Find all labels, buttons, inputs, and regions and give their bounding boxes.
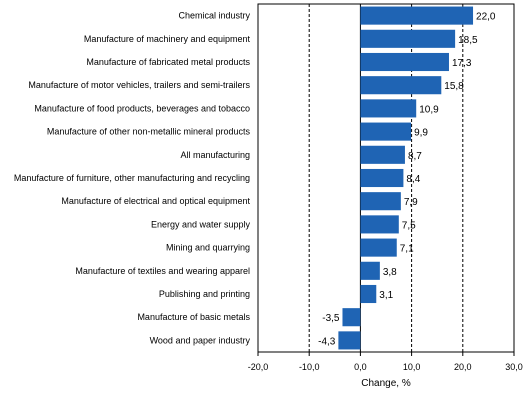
x-tick-labels: -20,0 -10,0 0,0 10,0 20,0 30,0	[248, 362, 523, 372]
category-label: Manufacture of other non-metallic minera…	[47, 127, 251, 137]
x-tick-label: 20,0	[454, 362, 472, 372]
category-label: Chemical industry	[178, 11, 250, 21]
category-label: Manufacture of machinery and equipment	[84, 34, 251, 44]
value-label: 22,0	[476, 12, 496, 23]
bar	[360, 52, 449, 72]
bars	[338, 6, 474, 350]
category-label: Manufacture of food products, beverages …	[34, 103, 250, 113]
bar	[360, 122, 412, 141]
bar	[360, 238, 397, 257]
bar	[360, 6, 474, 25]
category-label: Manufacture of furniture, other manufact…	[14, 173, 250, 183]
value-label: 7,9	[404, 197, 418, 208]
value-label: 15,8	[444, 81, 464, 92]
category-label: Manufacture of motor vehicles, trailers …	[28, 80, 250, 90]
value-label: 7,1	[400, 244, 414, 255]
bar	[360, 168, 404, 188]
value-label: 18,5	[458, 35, 478, 46]
plot-frame	[257, 3, 515, 353]
x-axis-title: Change, %	[361, 378, 411, 389]
bar	[360, 145, 405, 164]
x-tick-label: 0,0	[354, 362, 367, 372]
category-label: Manufacture of fabricated metal products	[86, 57, 250, 67]
bar	[360, 29, 456, 48]
bar	[360, 284, 377, 304]
category-label: All manufacturing	[180, 150, 250, 160]
value-label: -3,5	[322, 313, 340, 324]
bar	[342, 308, 361, 327]
category-label: Energy and water supply	[151, 219, 251, 229]
category-label: Wood and paper industry	[150, 335, 251, 345]
value-label: 8,7	[408, 151, 422, 162]
category-label: Manufacture of basic metals	[137, 312, 250, 322]
value-label: 10,9	[419, 104, 439, 115]
bar	[360, 76, 442, 95]
value-labels: 22,0 18,5 17,3 15,8 10,9 9,9 8,7 8,4 7,9 7,5 7,1 3,…	[318, 12, 496, 348]
value-label: 17,3	[452, 58, 472, 69]
value-label: -4,3	[318, 336, 336, 347]
value-label: 9,9	[414, 128, 428, 139]
category-labels: Chemical industry Manufacture of machiner…	[14, 11, 251, 346]
category-label: Mining and quarrying	[166, 243, 250, 253]
x-tick-label: -10,0	[299, 362, 320, 372]
x-tick-label: -20,0	[248, 362, 269, 372]
value-label: 3,8	[383, 267, 397, 278]
category-label: Manufacture of textiles and wearing appa…	[75, 266, 250, 276]
value-label: 8,4	[406, 174, 420, 185]
x-tick-label: 30,0	[505, 362, 523, 372]
bar	[360, 215, 399, 234]
bar	[338, 331, 361, 350]
bar	[360, 192, 401, 211]
x-tick-label: 10,0	[403, 362, 421, 372]
bar	[360, 99, 417, 118]
category-label: Manufacture of electrical and optical eq…	[61, 196, 250, 206]
bar	[360, 261, 380, 280]
value-label: 7,5	[402, 220, 416, 231]
category-label: Publishing and printing	[159, 289, 250, 299]
value-label: 3,1	[379, 290, 393, 301]
